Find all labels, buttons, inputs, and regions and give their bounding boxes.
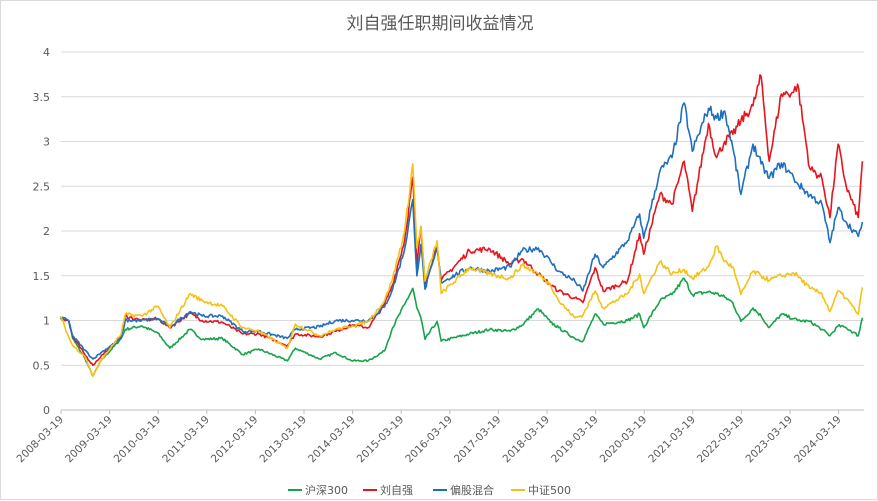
- x-tick-label: 2019-03-19: [549, 414, 601, 466]
- y-tick-label: 3: [43, 136, 50, 149]
- legend-item: 偏股混合: [433, 483, 494, 497]
- x-tick-label: 2010-03-19: [112, 414, 164, 466]
- legend-label: 沪深300: [305, 483, 348, 497]
- x-tick-label: 2008-03-19: [14, 414, 66, 466]
- legend-item: 刘自强: [363, 484, 413, 497]
- x-tick-label: 2018-03-19: [500, 414, 552, 466]
- y-tick-label: 3.5: [33, 91, 51, 104]
- x-tick-label: 2023-03-19: [743, 414, 795, 466]
- y-tick-label: 2: [43, 225, 50, 238]
- x-tick-label: 2014-03-19: [306, 414, 358, 466]
- series-line-4: [59, 163, 864, 377]
- series-line-1: [59, 277, 864, 377]
- chart-title: 刘自强任职期间收益情况: [347, 14, 534, 34]
- x-tick-label: 2021-03-19: [646, 414, 698, 466]
- x-tick-label: 2011-03-19: [160, 414, 212, 466]
- x-tick-label: 2017-03-19: [452, 414, 504, 466]
- x-tick-label: 2015-03-19: [355, 414, 407, 466]
- legend-item: 沪深300: [288, 483, 348, 497]
- legend-label: 中证500: [528, 484, 571, 497]
- legend-item: 中证500: [511, 484, 571, 497]
- y-tick-label: 1.5: [33, 270, 51, 283]
- series-lines: [59, 74, 864, 377]
- legend-label: 刘自强: [380, 484, 413, 497]
- y-tick-label: 2.5: [33, 180, 51, 193]
- x-tick-label: 2020-03-19: [598, 414, 650, 466]
- x-tick-label: 2013-03-19: [257, 414, 309, 466]
- x-tick-label: 2022-03-19: [695, 414, 747, 466]
- x-tick-label: 2016-03-19: [403, 414, 455, 466]
- y-tick-label: 0.5: [33, 359, 51, 372]
- series-line-2: [60, 74, 864, 367]
- y-tick-label: 4: [43, 46, 50, 59]
- y-tick-label: 0: [43, 404, 50, 417]
- x-axis: 2008-03-192009-03-192010-03-192011-03-19…: [14, 410, 844, 466]
- legend: 沪深300 刘自强 偏股混合 中证500: [288, 483, 571, 497]
- y-axis: 0 0.5 1 1.5 2 2.5 3 3.5 4: [33, 46, 51, 417]
- x-tick-label: 2009-03-19: [63, 414, 115, 466]
- series-line-3: [59, 102, 864, 360]
- x-tick-label: 2024-03-19: [792, 414, 844, 466]
- gridlines: [61, 51, 864, 411]
- x-tick-label: 2012-03-19: [209, 414, 261, 466]
- legend-label: 偏股混合: [450, 483, 494, 497]
- y-tick-label: 1: [43, 315, 50, 328]
